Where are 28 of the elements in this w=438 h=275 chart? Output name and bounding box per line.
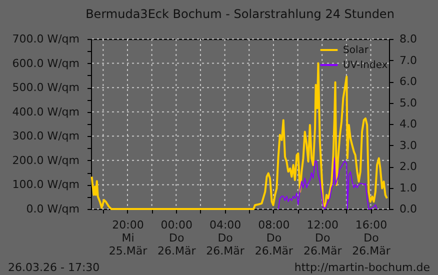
y-tick-label: 200.0 W/qm [12,154,80,167]
x-tick-label: 16:00 Do 26.Mär [352,218,391,258]
y2-tick-label: 7.0 [400,54,417,67]
legend-label: Solar [343,45,370,56]
y2-tick-label: 3.0 [400,138,417,152]
y2-tick-label: 4.0 [400,118,417,130]
x-tick-label: 20:00 Mi 25.Mär [108,218,148,258]
legend-label: UV-Index [343,60,388,71]
y2-tick-label: 0.0 [400,202,417,216]
y2-tick-label: 6.0 [400,75,417,88]
x-tick-label: 04:00 Do 26.Mär [206,218,245,258]
y-tick-label: 600.0 W/qm [12,56,80,70]
y-tick-label: 400.0 W/qm [12,105,80,118]
y-tick-label: 300.0 W/qm [12,130,80,143]
y2-tick-label: 8.0 [400,32,417,46]
y2-tick-label: 5.0 [400,96,417,110]
text: http://martin-bochum.de [294,261,430,274]
x-tick-label: 00:00 Do 26.Mär [158,218,196,258]
y2-tick-label: 1.0 [400,181,417,194]
text: 26.03.26 - 17:30 [8,261,100,274]
x-tick-label: 12:00 Do 26.Mär [303,218,342,258]
y-tick-label: 500.0 W/qm [12,81,80,94]
y-tick-label: 0.0 W/qm [26,202,80,216]
y-tick-label: 100.0 W/qm [12,178,80,192]
y2-tick-label: 2.0 [400,160,417,173]
x-tick-label: 08:00 Do 26.Mär [254,218,294,258]
chart-title: Bermuda3Eck Bochum - Solarstrahlung 24 Stunden [86,7,394,21]
y-tick-label: 700.0 W/qm [12,32,80,46]
